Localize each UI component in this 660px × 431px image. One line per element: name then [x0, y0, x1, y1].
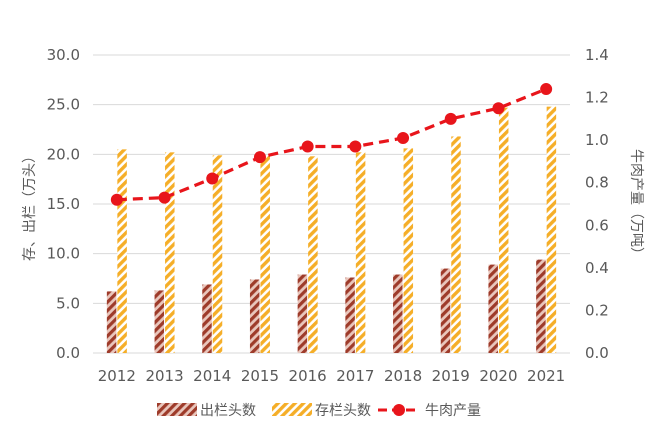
right-tick-label: 1.0 [585, 131, 609, 149]
bar-chulan [536, 259, 546, 353]
x-tick-label: 2013 [145, 367, 183, 385]
x-tick-label: 2020 [479, 367, 517, 385]
x-tick-label: 2014 [193, 367, 231, 385]
left-tick-label: 10.0 [47, 245, 80, 263]
x-tick-label: 2012 [98, 367, 136, 385]
left-axis-ticks: 0.0 5.0 10.0 15.0 20.0 25.0 30.0 [47, 46, 80, 362]
legend-label-bar2: 存栏头数 [315, 403, 371, 419]
bar-cunlan [451, 136, 461, 353]
legend-swatch-bar1 [157, 403, 197, 416]
legend-swatch-bar2 [272, 403, 312, 416]
left-axis-title: 存、出栏（万头） [22, 149, 38, 261]
line-point [253, 151, 266, 164]
legend: 出栏头数 存栏头数 牛肉产量 [157, 403, 481, 419]
bar-chulan [345, 277, 355, 353]
line-series [110, 83, 553, 206]
bar-chulan [440, 268, 451, 353]
x-tick-label: 2021 [527, 367, 565, 385]
legend-swatch-marker [393, 404, 405, 416]
x-tick-label: 2018 [384, 367, 422, 385]
bar-chulan [488, 264, 498, 353]
bar-cunlan [117, 149, 127, 353]
bar-cunlan [212, 155, 223, 353]
line-point [349, 140, 362, 153]
x-tick-label: 2016 [289, 367, 327, 385]
x-tick-label: 2019 [432, 367, 470, 385]
line-path [116, 87, 547, 202]
line-point [206, 172, 219, 185]
line-point [444, 112, 457, 125]
x-axis-ticks: 2012 2013 2014 2015 2016 2017 2018 2019 2020 2021 [98, 367, 565, 385]
gridlines [93, 54, 570, 354]
left-tick-label: 0.0 [56, 344, 80, 362]
bar-cunlan [165, 152, 175, 353]
bar-cunlan [260, 155, 270, 353]
bar-chulan [249, 279, 260, 353]
line-point [301, 140, 314, 153]
right-axis-title: 牛肉产量（万吨） [628, 149, 644, 261]
legend-label-bar1: 出栏头数 [200, 403, 256, 419]
left-tick-label: 20.0 [47, 145, 80, 163]
line-point [397, 132, 410, 145]
left-tick-label: 30.0 [47, 46, 80, 64]
bar-cunlan [355, 152, 366, 353]
x-tick-label: 2017 [336, 367, 374, 385]
right-tick-label: 0.4 [585, 259, 609, 277]
left-tick-label: 15.0 [47, 195, 80, 213]
bar-cunlan [546, 106, 557, 353]
right-axis-ticks: 0.0 0.2 0.4 0.6 0.8 1.0 1.2 1.4 [585, 46, 609, 362]
right-tick-label: 1.4 [585, 46, 609, 64]
right-tick-label: 0.8 [585, 174, 609, 192]
line-point [492, 102, 505, 115]
bars [106, 106, 557, 353]
right-tick-label: 0.2 [585, 301, 609, 319]
line-point [158, 191, 171, 204]
left-tick-label: 5.0 [56, 294, 80, 312]
bar-cunlan [403, 148, 414, 353]
bar-chulan [393, 274, 403, 353]
right-tick-label: 0.6 [585, 216, 609, 234]
line-point [540, 83, 553, 96]
right-tick-label: 1.2 [585, 89, 609, 107]
bar-chulan [297, 274, 308, 353]
bar-chulan [202, 284, 212, 353]
right-tick-label: 0.0 [585, 344, 609, 362]
bar-chulan [106, 291, 117, 353]
bar-chulan [154, 290, 165, 353]
left-tick-label: 25.0 [47, 96, 80, 114]
bar-cunlan [308, 156, 318, 353]
legend-label-line: 牛肉产量 [425, 403, 481, 419]
line-point [110, 193, 123, 206]
x-tick-label: 2015 [241, 367, 279, 385]
bar-cunlan [498, 107, 509, 353]
